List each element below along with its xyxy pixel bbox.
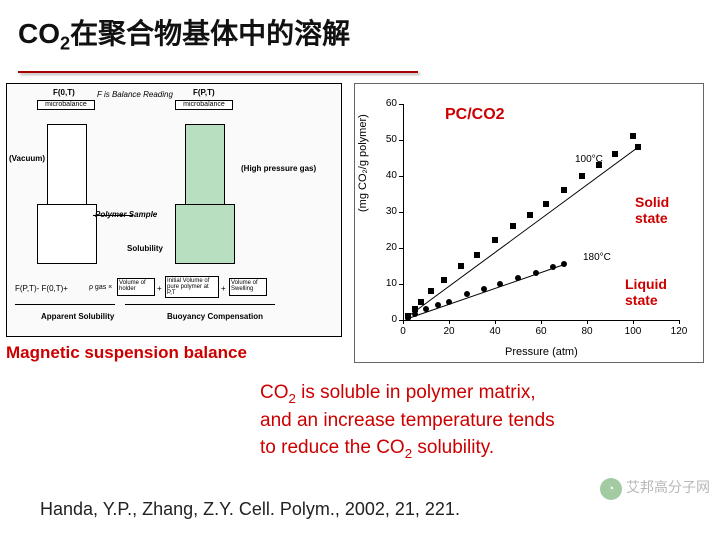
msb-caption: Magnetic suspension balance [6, 343, 346, 363]
slide-title: CO2在聚合物基体中的溶解 [18, 12, 702, 55]
solubility-chart: PC/CO2 (mg CO₂/g polymer) Pressure (atm)… [354, 83, 704, 363]
y-axis-label: (mg CO₂/g polymer) [357, 114, 369, 212]
description-text: CO2 is soluble in polymer matrix,and an … [260, 380, 690, 463]
citation: Handa, Y.P., Zhang, Z.Y. Cell. Polym., 2… [40, 499, 460, 520]
apparatus-diagram: F(0,T) F(P,T) F is Balance Reading micro… [6, 83, 342, 337]
chart-title: PC/CO2 [445, 106, 505, 124]
watermark: ◔艾邦高分子网 [600, 477, 710, 500]
x-axis-label: Pressure (atm) [505, 346, 578, 358]
